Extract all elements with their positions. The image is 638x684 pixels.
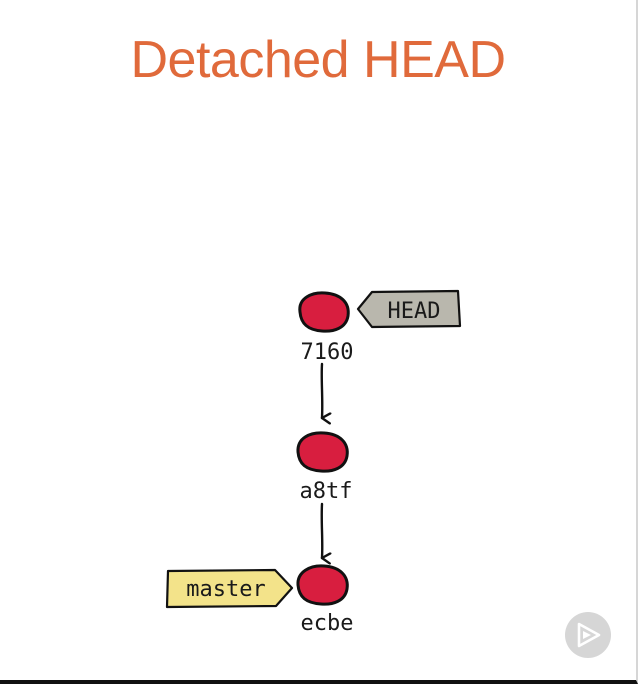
commit-label-a8tf: a8tf bbox=[300, 479, 353, 504]
commit-label-7160: 7160 bbox=[301, 340, 354, 365]
play-icon bbox=[577, 622, 601, 648]
commit-label-ecbe: ecbe bbox=[301, 611, 354, 636]
master-ref-tag bbox=[165, 568, 294, 609]
commit-node-ecbe bbox=[296, 564, 349, 606]
commit-node-7160 bbox=[298, 291, 350, 333]
arrow-a8tf-to-ecbe bbox=[320, 502, 323, 558]
master-ref-label: master bbox=[186, 577, 265, 602]
slide-title: Detached HEAD bbox=[130, 31, 506, 89]
head-ref-label: HEAD bbox=[388, 299, 441, 324]
head-ref-tag bbox=[356, 289, 462, 329]
arrow-7160-to-a8tf bbox=[320, 362, 323, 418]
commit-node-a8tf bbox=[296, 431, 349, 473]
play-button[interactable] bbox=[565, 612, 611, 658]
